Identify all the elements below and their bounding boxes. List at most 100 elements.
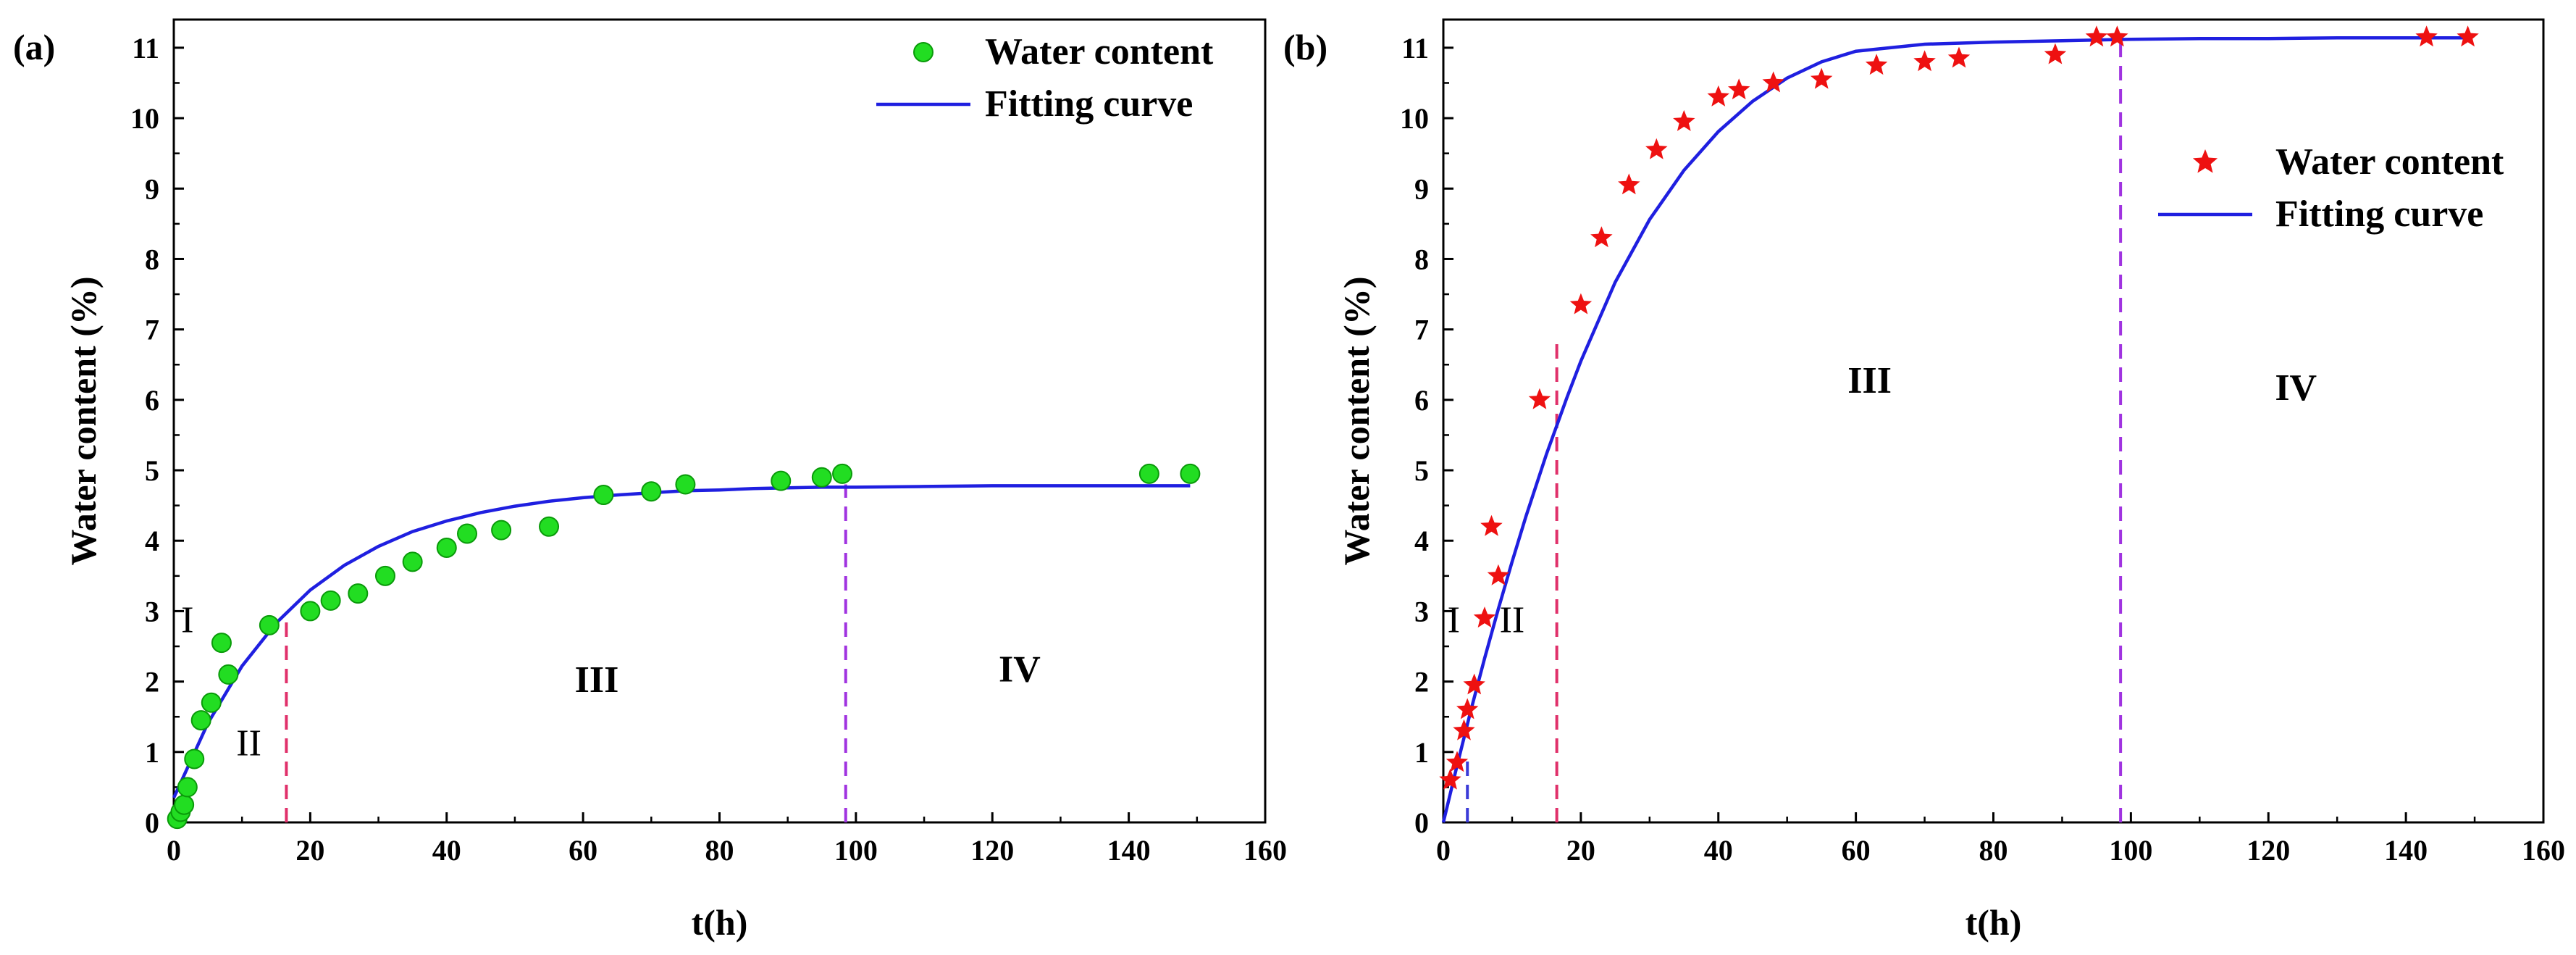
x-axis-title: t(h) — [1965, 902, 2022, 943]
legend-label-water-content: Water content — [2275, 141, 2504, 183]
data-point — [2044, 43, 2067, 64]
y-tick-label: 8 — [1414, 243, 1429, 275]
y-tick-label: 1 — [145, 736, 159, 769]
x-tick-label: 120 — [2246, 834, 2290, 867]
data-point — [1180, 463, 1201, 484]
data-point — [1528, 388, 1551, 409]
y-tick-label: 3 — [145, 595, 159, 627]
data-point — [1810, 67, 1833, 89]
x-tick-label: 160 — [2522, 834, 2565, 867]
data-point — [675, 474, 696, 495]
data-point — [641, 481, 662, 502]
data-point — [1947, 46, 1971, 68]
x-tick-label: 120 — [970, 834, 1014, 867]
y-tick-label: 8 — [145, 243, 159, 275]
data-point — [300, 601, 321, 622]
data-point — [177, 777, 198, 798]
stage-label: III — [575, 659, 619, 701]
panel-b: (b) 0 20 40 60 80 100 120 140 160 0 1 2 3 4 5 6 7 8 9 10 11 t(… — [1283, 18, 2565, 943]
y-tick-label: 11 — [132, 32, 159, 64]
data-point — [174, 794, 195, 815]
data-point — [190, 710, 211, 731]
fitting-curve — [172, 484, 1191, 798]
x-tick-label: 80 — [705, 834, 734, 867]
x-tick-label: 40 — [432, 834, 461, 867]
y-tick-label: 5 — [1414, 454, 1429, 487]
stage-label: II — [1500, 600, 1525, 641]
x-tick-label: 40 — [1704, 834, 1733, 867]
stage-label: IV — [2275, 367, 2317, 409]
data-point — [1590, 226, 1613, 248]
data-point — [211, 633, 232, 654]
legend-label-fitting-curve: Fitting curve — [985, 83, 1193, 125]
panel-label: (a) — [13, 27, 55, 67]
x-tick-label: 140 — [2384, 834, 2428, 867]
stage-label: III — [1847, 360, 1892, 401]
legend-marker-water-content — [2192, 149, 2218, 173]
panel-label: (b) — [1283, 27, 1327, 67]
data-point — [771, 470, 792, 491]
data-point — [491, 520, 512, 541]
y-tick-label: 11 — [1401, 32, 1429, 64]
data-point — [1913, 50, 1936, 72]
y-tick-label: 0 — [145, 806, 159, 839]
data-point — [320, 590, 341, 611]
y-axis-title: Water content (%) — [1336, 277, 1377, 566]
data-point — [539, 516, 560, 537]
data-point — [811, 467, 832, 488]
data-point — [201, 692, 222, 713]
data-point — [457, 523, 478, 544]
data-point — [1456, 698, 1479, 720]
y-tick-label: 1 — [1414, 736, 1429, 769]
stage-label: IV — [999, 649, 1041, 691]
data-point — [1480, 514, 1503, 536]
data-point — [1645, 138, 1668, 159]
data-point — [1673, 109, 1695, 131]
stage-label: I — [1448, 600, 1460, 641]
data-point — [832, 463, 853, 484]
data-point — [1728, 78, 1750, 100]
data-point — [2085, 25, 2108, 47]
data-point — [1618, 173, 1640, 195]
legend-marker-water-content — [913, 42, 934, 62]
stage-label: II — [236, 723, 261, 764]
y-tick-label: 5 — [145, 454, 159, 487]
data-point — [1138, 463, 1159, 484]
data-point — [1865, 54, 1888, 75]
x-tick-label: 20 — [1566, 834, 1595, 867]
stage-label: I — [181, 600, 193, 641]
y-tick-label: 2 — [145, 666, 159, 698]
plot-frame — [1442, 18, 2545, 824]
data-point — [2106, 25, 2128, 47]
data-point — [1569, 293, 1593, 314]
data-point — [1453, 719, 1475, 741]
y-tick-label: 6 — [145, 384, 159, 417]
y-tick-label: 10 — [1400, 102, 1429, 135]
x-tick-label: 60 — [569, 834, 597, 867]
data-point — [218, 664, 239, 685]
y-tick-label: 3 — [1414, 595, 1429, 627]
x-tick-label: 140 — [1107, 834, 1151, 867]
plot-frame — [172, 18, 1267, 824]
y-tick-label: 0 — [1414, 806, 1429, 839]
data-point — [593, 485, 614, 506]
fitting-curve — [1441, 36, 2468, 823]
x-tick-label: 60 — [1842, 834, 1871, 867]
y-axis-title: Water content (%) — [63, 277, 104, 566]
data-point — [1463, 673, 1485, 695]
data-point — [374, 565, 395, 586]
data-point — [1762, 71, 1784, 93]
x-tick-label: 160 — [1243, 834, 1287, 867]
data-point — [259, 614, 280, 635]
y-tick-label: 4 — [145, 525, 159, 557]
data-point — [184, 748, 205, 770]
legend-label-water-content: Water content — [985, 31, 1214, 72]
y-tick-label: 9 — [145, 172, 159, 205]
x-tick-label: 20 — [295, 834, 324, 867]
x-tick-label: 0 — [1436, 834, 1451, 867]
data-point — [1473, 606, 1496, 628]
data-point — [1446, 751, 1469, 772]
x-tick-label: 100 — [2109, 834, 2152, 867]
data-point — [1487, 564, 1510, 585]
